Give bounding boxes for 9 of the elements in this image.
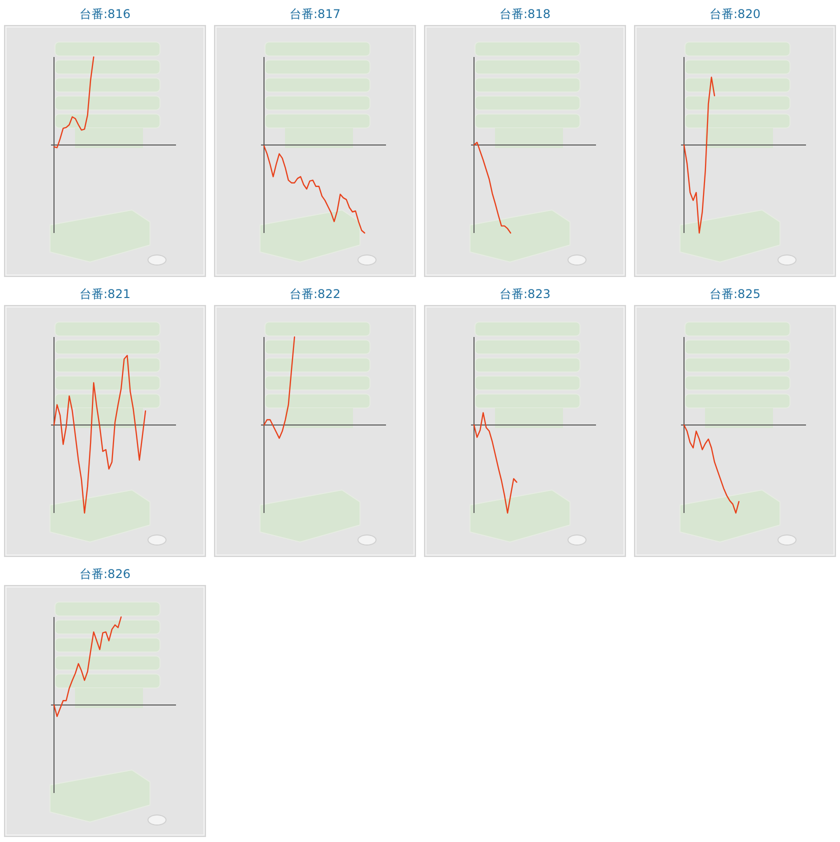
chart-title: 台番:823: [500, 287, 550, 301]
chart-title: 台番:825: [710, 287, 760, 301]
chart-title: 台番:821: [80, 287, 130, 301]
chart-title: 台番:816: [80, 7, 130, 21]
chart-title: 台番:820: [710, 7, 760, 21]
chart-title: 台番:817: [290, 7, 340, 21]
chart-title: 台番:826: [80, 567, 130, 581]
chart-title: 台番:822: [290, 287, 340, 301]
chart-title: 台番:818: [500, 7, 550, 21]
